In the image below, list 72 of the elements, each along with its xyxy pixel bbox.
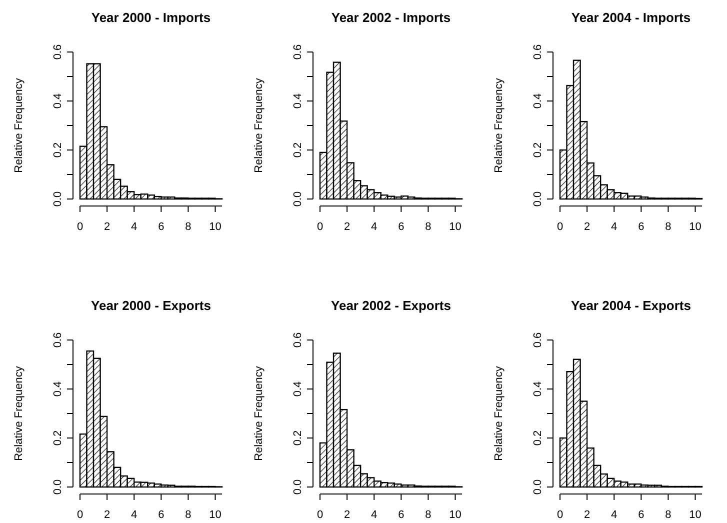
x-tick-label: 10 (689, 509, 702, 521)
x-tick-label: 0 (316, 509, 324, 521)
y-tick-label: 0.4 (52, 93, 64, 109)
x-tick-label: 0 (76, 509, 84, 521)
x-tick-label: 10 (449, 221, 462, 233)
chart-title: Year 2000 - Imports (91, 10, 211, 25)
chart-title: Year 2000 - Exports (91, 298, 211, 313)
x-tick-label: 8 (185, 509, 192, 521)
x-tick-label: 10 (689, 221, 702, 233)
y-axis-title: Relative Frequency (253, 78, 265, 173)
x-tick-label: 4 (371, 221, 378, 233)
y-tick-label: 0.4 (532, 93, 544, 109)
y-tick-label: 0.0 (292, 191, 304, 207)
x-tick-label: 4 (371, 509, 378, 521)
y-tick-label: 0.6 (292, 332, 304, 348)
x-tick-label: 4 (611, 509, 618, 521)
y-axis-title: Relative Frequency (493, 78, 505, 173)
chart-title: Year 2002 - Exports (331, 298, 451, 313)
y-tick-label: 0.0 (532, 479, 544, 495)
y-tick-label: 0.2 (52, 142, 64, 158)
x-tick-label: 8 (665, 221, 672, 233)
x-tick-label: 6 (638, 221, 644, 233)
x-tick-label: 2 (344, 509, 350, 521)
x-tick-label: 8 (665, 509, 672, 521)
y-tick-label: 0.4 (292, 93, 304, 109)
x-tick-label: 6 (158, 221, 164, 233)
x-tick-label: 8 (185, 221, 192, 233)
y-tick-label: 0.4 (532, 381, 544, 397)
x-tick-label: 0 (316, 221, 324, 233)
x-tick-label: 8 (425, 221, 432, 233)
x-tick-label: 2 (584, 509, 590, 521)
y-tick-label: 0.0 (292, 479, 304, 495)
y-axis-title: Relative Frequency (493, 366, 505, 461)
y-tick-label: 0.2 (292, 142, 304, 158)
y-tick-label: 0.2 (52, 430, 64, 446)
x-tick-label: 4 (131, 221, 138, 233)
x-tick-label: 2 (344, 221, 350, 233)
x-tick-label: 10 (209, 509, 222, 521)
y-tick-label: 0.0 (52, 479, 64, 495)
x-tick-label: 0 (556, 221, 564, 233)
y-tick-label: 0.6 (52, 332, 64, 348)
chart-title: Year 2004 - Imports (571, 10, 691, 25)
x-tick-label: 10 (449, 509, 462, 521)
y-tick-label: 0.6 (532, 44, 544, 60)
y-tick-label: 0.6 (292, 44, 304, 60)
x-tick-label: 4 (131, 509, 138, 521)
x-tick-label: 0 (76, 221, 84, 233)
y-tick-label: 0.2 (532, 430, 544, 446)
x-tick-label: 2 (584, 221, 590, 233)
y-tick-label: 0.4 (292, 381, 304, 397)
chart-title: Year 2004 - Exports (571, 298, 691, 313)
y-tick-label: 0.6 (532, 332, 544, 348)
y-axis-title: Relative Frequency (253, 366, 265, 461)
x-tick-label: 6 (158, 509, 164, 521)
y-tick-label: 0.2 (292, 430, 304, 446)
x-tick-label: 6 (398, 509, 404, 521)
x-tick-label: 4 (611, 221, 618, 233)
y-tick-label: 0.0 (52, 191, 64, 207)
x-tick-label: 8 (425, 509, 432, 521)
x-tick-label: 0 (556, 509, 564, 521)
x-tick-label: 6 (638, 509, 644, 521)
x-tick-label: 2 (104, 221, 110, 233)
y-axis-title: Relative Frequency (13, 366, 25, 461)
x-tick-label: 6 (398, 221, 404, 233)
y-tick-label: 0.4 (52, 381, 64, 397)
x-tick-label: 10 (209, 221, 222, 233)
y-axis-title: Relative Frequency (13, 78, 25, 173)
y-tick-label: 0.2 (532, 142, 544, 158)
y-tick-label: 0.0 (532, 191, 544, 207)
x-tick-label: 2 (104, 509, 110, 521)
y-tick-label: 0.6 (52, 44, 64, 60)
chart-title: Year 2002 - Imports (331, 10, 451, 25)
